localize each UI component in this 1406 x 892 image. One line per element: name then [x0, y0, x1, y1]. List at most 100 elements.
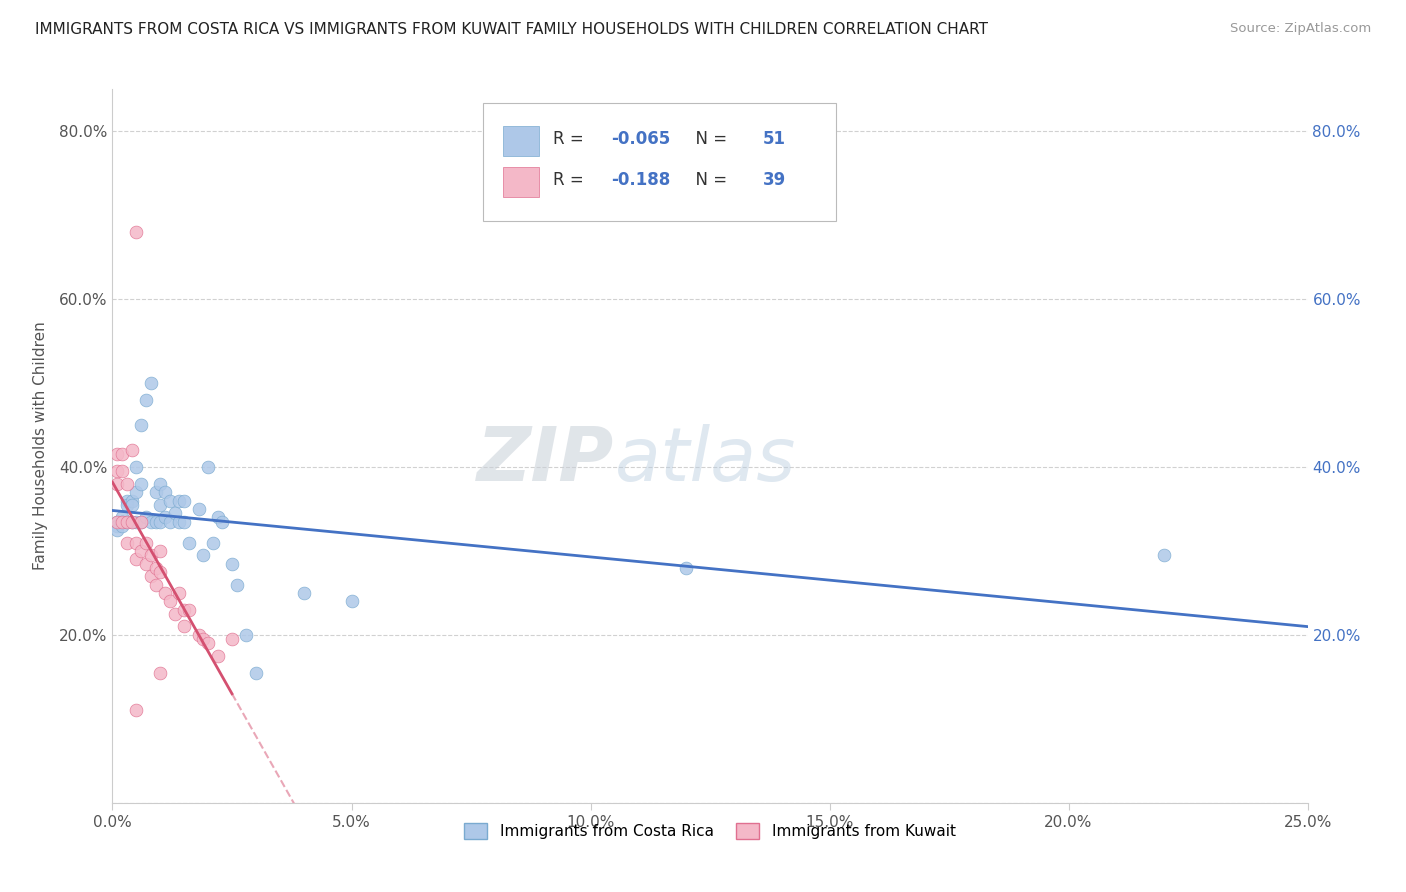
Point [245, 665, 267, 680]
Point [675, 560, 697, 574]
Y-axis label: Family Households with Children: Family Households with Children [32, 322, 48, 570]
Text: N =: N = [685, 171, 733, 189]
Point [115, 515, 138, 529]
Point [173, 603, 195, 617]
FancyBboxPatch shape [484, 103, 835, 221]
Point [149, 476, 172, 491]
Point [105, 447, 128, 461]
Point [163, 607, 186, 621]
Point [173, 515, 195, 529]
Point [135, 510, 157, 524]
Text: R =: R = [554, 171, 589, 189]
Point [129, 515, 152, 529]
Point [145, 577, 167, 591]
Legend: Immigrants from Costa Rica, Immigrants from Kuwait: Immigrants from Costa Rica, Immigrants f… [458, 817, 962, 845]
Text: R =: R = [554, 130, 589, 148]
Point [197, 636, 219, 650]
Point [125, 515, 148, 529]
Text: atlas: atlas [614, 425, 796, 496]
Point [149, 565, 172, 579]
Point [193, 632, 215, 646]
Point [169, 586, 191, 600]
Point [153, 510, 176, 524]
Point [149, 498, 172, 512]
Point [221, 632, 243, 646]
Point [125, 460, 148, 475]
Point [125, 552, 148, 566]
Point [105, 464, 128, 478]
Text: ZIP: ZIP [477, 424, 614, 497]
Point [125, 703, 148, 717]
Point [159, 515, 181, 529]
Point [139, 548, 162, 562]
Point [193, 548, 215, 562]
Point [235, 628, 257, 642]
Point [125, 225, 148, 239]
Point [121, 515, 143, 529]
Point [173, 493, 195, 508]
Text: -0.188: -0.188 [610, 171, 671, 189]
Point [135, 557, 157, 571]
Point [225, 577, 247, 591]
Point [1153, 548, 1175, 562]
FancyBboxPatch shape [503, 167, 538, 197]
Point [105, 515, 128, 529]
Point [111, 515, 134, 529]
Point [121, 443, 143, 458]
Point [121, 493, 143, 508]
Text: Source: ZipAtlas.com: Source: ZipAtlas.com [1230, 22, 1371, 36]
Point [111, 515, 134, 529]
Point [115, 493, 138, 508]
Point [115, 535, 138, 549]
Point [115, 515, 138, 529]
Point [187, 502, 209, 516]
FancyBboxPatch shape [503, 127, 538, 156]
Point [145, 485, 167, 500]
Point [105, 518, 128, 533]
Point [153, 485, 176, 500]
Point [111, 447, 134, 461]
Text: 39: 39 [762, 171, 786, 189]
Point [111, 518, 134, 533]
Point [149, 665, 172, 680]
Point [159, 493, 181, 508]
Point [115, 498, 138, 512]
Point [111, 510, 134, 524]
Point [111, 464, 134, 478]
Point [149, 544, 172, 558]
Point [173, 619, 195, 633]
Point [129, 417, 152, 432]
Point [177, 603, 200, 617]
Text: IMMIGRANTS FROM COSTA RICA VS IMMIGRANTS FROM KUWAIT FAMILY HOUSEHOLDS WITH CHIL: IMMIGRANTS FROM COSTA RICA VS IMMIGRANTS… [35, 22, 988, 37]
Point [105, 476, 128, 491]
Point [207, 510, 229, 524]
Point [340, 594, 363, 608]
Point [187, 628, 209, 642]
Point [125, 535, 148, 549]
Point [169, 493, 191, 508]
Point [125, 485, 148, 500]
Text: -0.065: -0.065 [610, 130, 671, 148]
Point [197, 460, 219, 475]
Point [129, 544, 152, 558]
Point [139, 515, 162, 529]
Point [149, 515, 172, 529]
Point [177, 535, 200, 549]
Text: 51: 51 [762, 130, 786, 148]
Point [159, 594, 181, 608]
Point [145, 515, 167, 529]
Point [135, 535, 157, 549]
Point [129, 515, 152, 529]
Point [139, 376, 162, 390]
Point [201, 535, 224, 549]
Point [145, 560, 167, 574]
Point [135, 392, 157, 407]
Point [121, 515, 143, 529]
Point [292, 586, 315, 600]
Point [129, 476, 152, 491]
Point [139, 569, 162, 583]
Point [115, 476, 138, 491]
Point [105, 523, 128, 537]
Point [211, 515, 233, 529]
Point [105, 515, 128, 529]
